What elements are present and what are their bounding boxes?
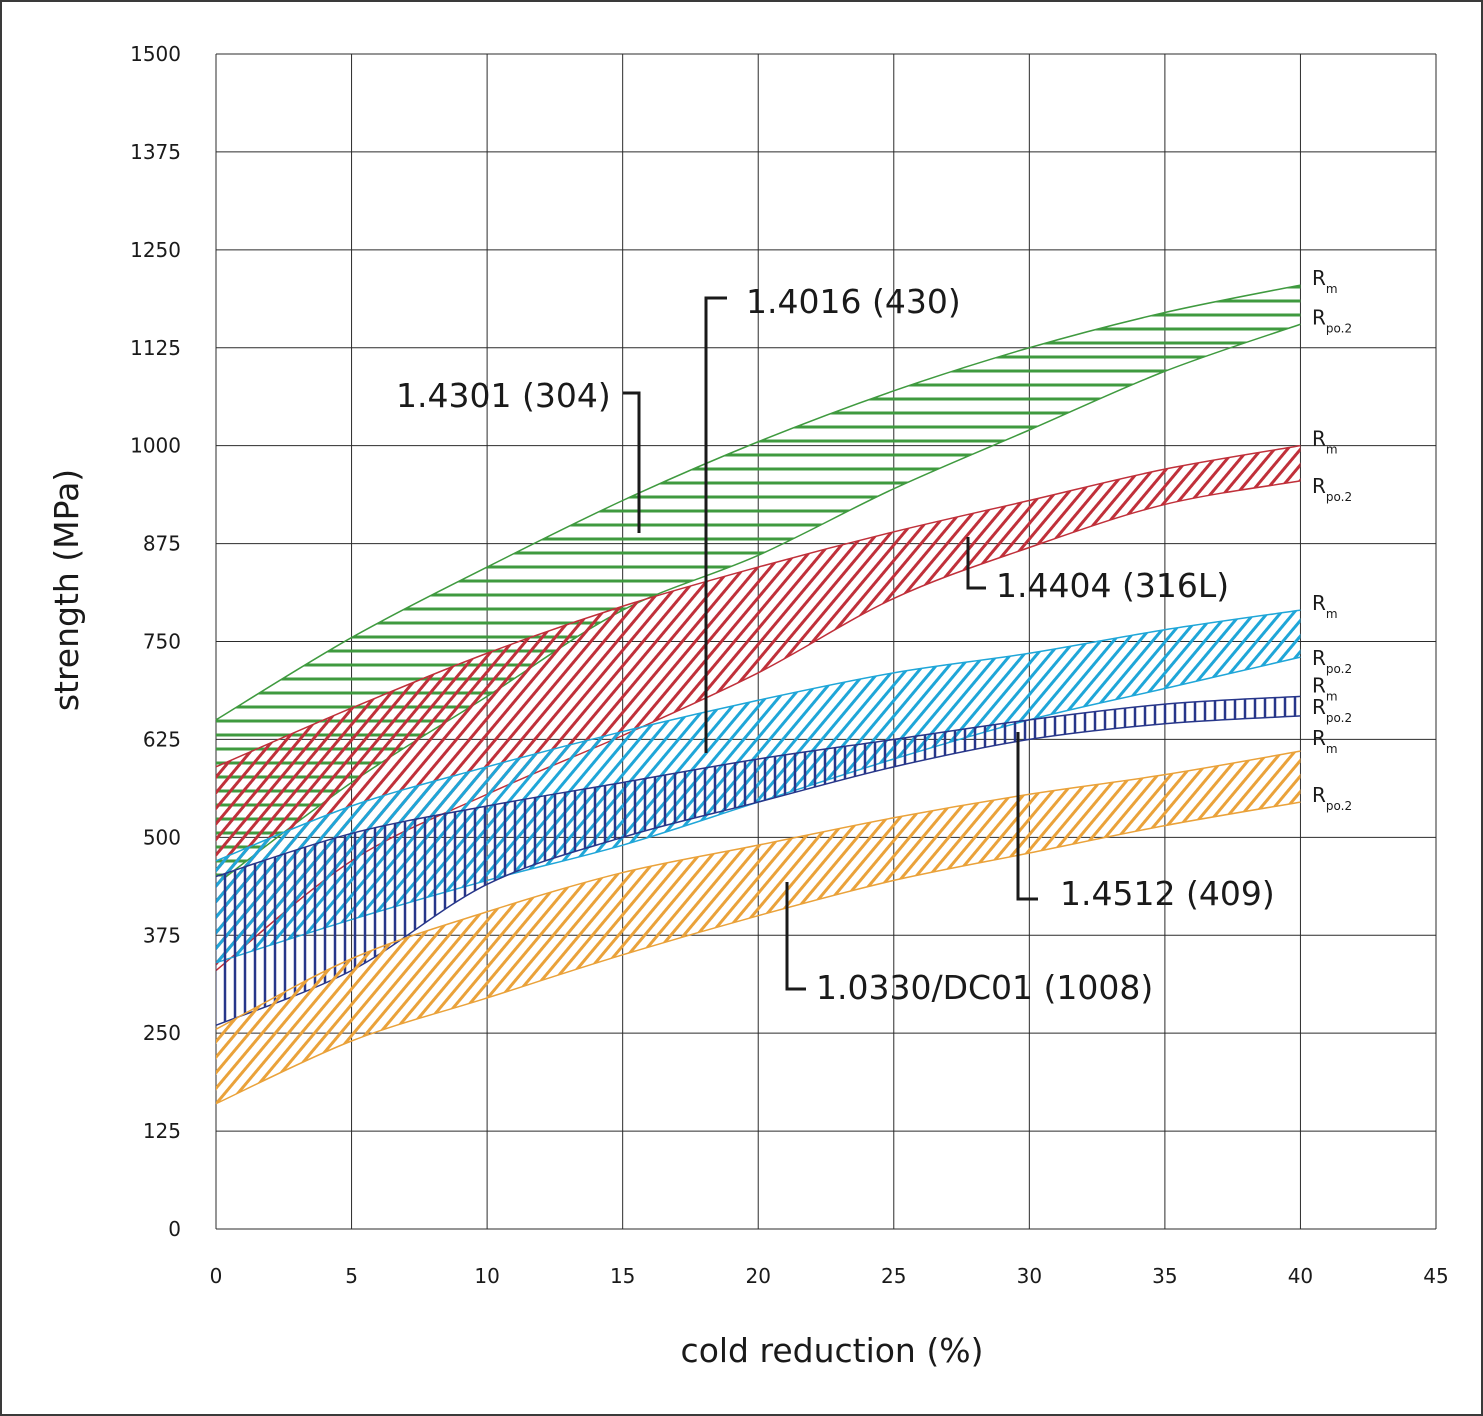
y-tick-label: 1250 bbox=[130, 238, 181, 262]
y-tick-label: 875 bbox=[143, 532, 181, 556]
y-tick-label: 500 bbox=[143, 825, 181, 849]
series-label: 1.4404 (316L) bbox=[996, 566, 1229, 605]
y-tick-label: 0 bbox=[168, 1217, 181, 1241]
series-callouts: 1.4301 (304) 1.4404 (316L) 1.4016 (430) 1.4… bbox=[396, 282, 1275, 1007]
y-tick-label: 250 bbox=[143, 1021, 181, 1045]
x-axis-ticks: 0 5 10 15 20 25 30 35 40 45 bbox=[210, 1264, 1449, 1288]
y-axis-ticks: 0 125 250 375 500 625 750 875 1000 1125 1250 1375 15… bbox=[130, 42, 181, 1241]
line-label: Rm bbox=[1312, 591, 1338, 621]
x-tick-label: 15 bbox=[610, 1264, 635, 1288]
rm-line bbox=[215, 444, 1301, 768]
series-label: 1.4016 (430) bbox=[746, 282, 961, 321]
line-label: Rm bbox=[1312, 726, 1338, 756]
x-tick-label: 35 bbox=[1152, 1264, 1177, 1288]
y-tick-label: 625 bbox=[143, 727, 181, 751]
callout-leader bbox=[966, 537, 986, 590]
band-4 bbox=[215, 750, 1301, 1105]
line-label: Rpo.2 bbox=[1312, 695, 1352, 725]
line-label: Rm bbox=[1312, 673, 1338, 703]
rm-line bbox=[215, 695, 1301, 878]
callout-leader bbox=[785, 882, 806, 991]
x-tick-label: 40 bbox=[1288, 1264, 1313, 1288]
band-fill bbox=[216, 285, 1301, 885]
callout-leaders bbox=[623, 296, 1038, 991]
y-tick-label: 1125 bbox=[130, 336, 181, 360]
x-axis-title: cold reduction (%) bbox=[681, 1331, 984, 1370]
line-label: Rpo.2 bbox=[1312, 305, 1352, 335]
y-tick-label: 375 bbox=[143, 923, 181, 947]
rm-line bbox=[215, 750, 1301, 1030]
y-tick-label: 1375 bbox=[130, 140, 181, 164]
y-tick-label: 750 bbox=[143, 630, 181, 654]
series-label: 1.0330/DC01 (1008) bbox=[816, 968, 1153, 1007]
callout-leader bbox=[623, 391, 641, 533]
x-tick-label: 10 bbox=[474, 1264, 499, 1288]
line-label: Rpo.2 bbox=[1312, 474, 1352, 504]
y-axis-title: strength (MPa) bbox=[47, 469, 86, 711]
band-fill bbox=[216, 696, 1301, 1026]
rm-line bbox=[215, 609, 1301, 862]
x-tick-label: 25 bbox=[881, 1264, 906, 1288]
y-tick-label: 125 bbox=[143, 1119, 181, 1143]
x-tick-label: 30 bbox=[1017, 1264, 1042, 1288]
line-label: Rm bbox=[1312, 266, 1338, 296]
line-label: Rm bbox=[1312, 427, 1338, 457]
line-label: Rpo.2 bbox=[1312, 783, 1352, 813]
x-tick-label: 5 bbox=[345, 1264, 358, 1288]
y-tick-label: 1500 bbox=[130, 42, 181, 66]
x-tick-label: 45 bbox=[1423, 1264, 1448, 1288]
line-label: Rpo.2 bbox=[1312, 646, 1352, 676]
callout-leader bbox=[1016, 732, 1038, 901]
x-tick-label: 20 bbox=[745, 1264, 770, 1288]
rm-line bbox=[215, 284, 1301, 721]
x-tick-label: 0 bbox=[210, 1264, 223, 1288]
band-fill bbox=[216, 751, 1301, 1104]
callout-leader bbox=[704, 296, 727, 753]
rp02-line bbox=[215, 801, 1301, 1105]
series-label: 1.4301 (304) bbox=[396, 376, 611, 415]
series-label: 1.4512 (409) bbox=[1060, 874, 1275, 913]
y-tick-label: 1000 bbox=[130, 434, 181, 458]
data-bands bbox=[215, 284, 1301, 1105]
